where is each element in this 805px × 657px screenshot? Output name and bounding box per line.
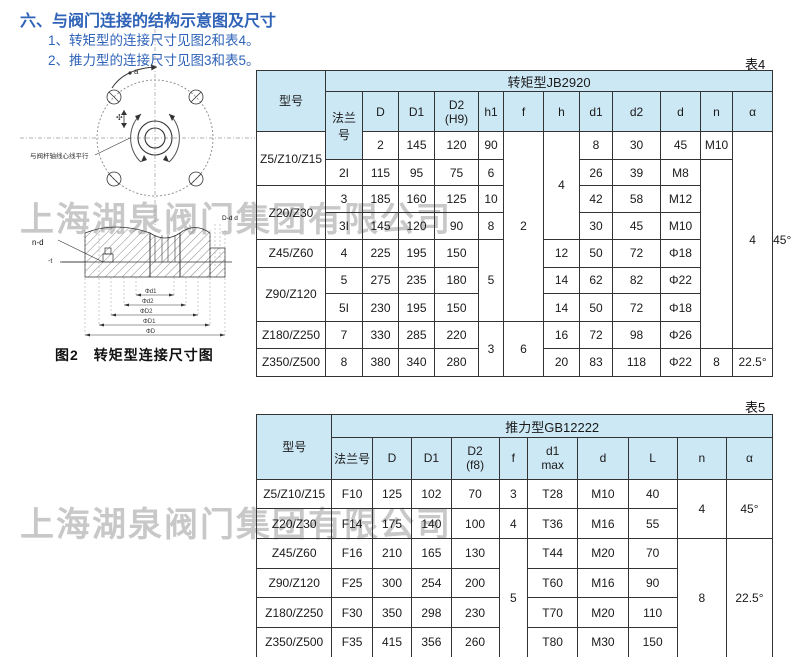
svg-text:ΦD2: ΦD2	[140, 309, 153, 315]
svg-text:D-d d: D-d d	[222, 215, 238, 222]
svg-text:Φd1: Φd1	[145, 289, 157, 295]
svg-text:ΦD: ΦD	[146, 329, 156, 335]
svg-text:n-d: n-d	[32, 238, 44, 247]
svg-text:Φd2: Φd2	[142, 299, 154, 305]
svg-text:-t: -t	[48, 258, 52, 265]
svg-text:ΦD1: ΦD1	[143, 319, 156, 325]
